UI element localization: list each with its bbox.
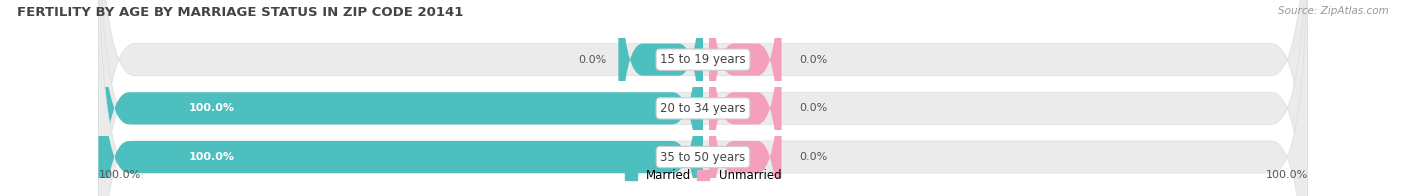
FancyBboxPatch shape [98, 0, 1308, 196]
FancyBboxPatch shape [709, 0, 782, 196]
Text: 100.0%: 100.0% [188, 152, 235, 162]
FancyBboxPatch shape [709, 2, 782, 196]
FancyBboxPatch shape [619, 0, 703, 196]
FancyBboxPatch shape [98, 0, 1308, 196]
Text: 35 to 50 years: 35 to 50 years [661, 151, 745, 163]
Text: 0.0%: 0.0% [800, 55, 828, 65]
Text: 0.0%: 0.0% [800, 152, 828, 162]
Text: FERTILITY BY AGE BY MARRIAGE STATUS IN ZIP CODE 20141: FERTILITY BY AGE BY MARRIAGE STATUS IN Z… [17, 6, 463, 19]
Text: 100.0%: 100.0% [188, 103, 235, 113]
FancyBboxPatch shape [98, 0, 703, 196]
Legend: Married, Unmarried: Married, Unmarried [620, 164, 786, 187]
Text: 0.0%: 0.0% [800, 103, 828, 113]
Text: 20 to 34 years: 20 to 34 years [661, 102, 745, 115]
Text: 100.0%: 100.0% [1265, 170, 1308, 181]
Text: Source: ZipAtlas.com: Source: ZipAtlas.com [1278, 6, 1389, 16]
FancyBboxPatch shape [98, 0, 1308, 196]
FancyBboxPatch shape [709, 0, 782, 196]
Text: 100.0%: 100.0% [98, 170, 141, 181]
Text: 0.0%: 0.0% [578, 55, 606, 65]
Text: 15 to 19 years: 15 to 19 years [661, 53, 745, 66]
FancyBboxPatch shape [98, 0, 703, 196]
